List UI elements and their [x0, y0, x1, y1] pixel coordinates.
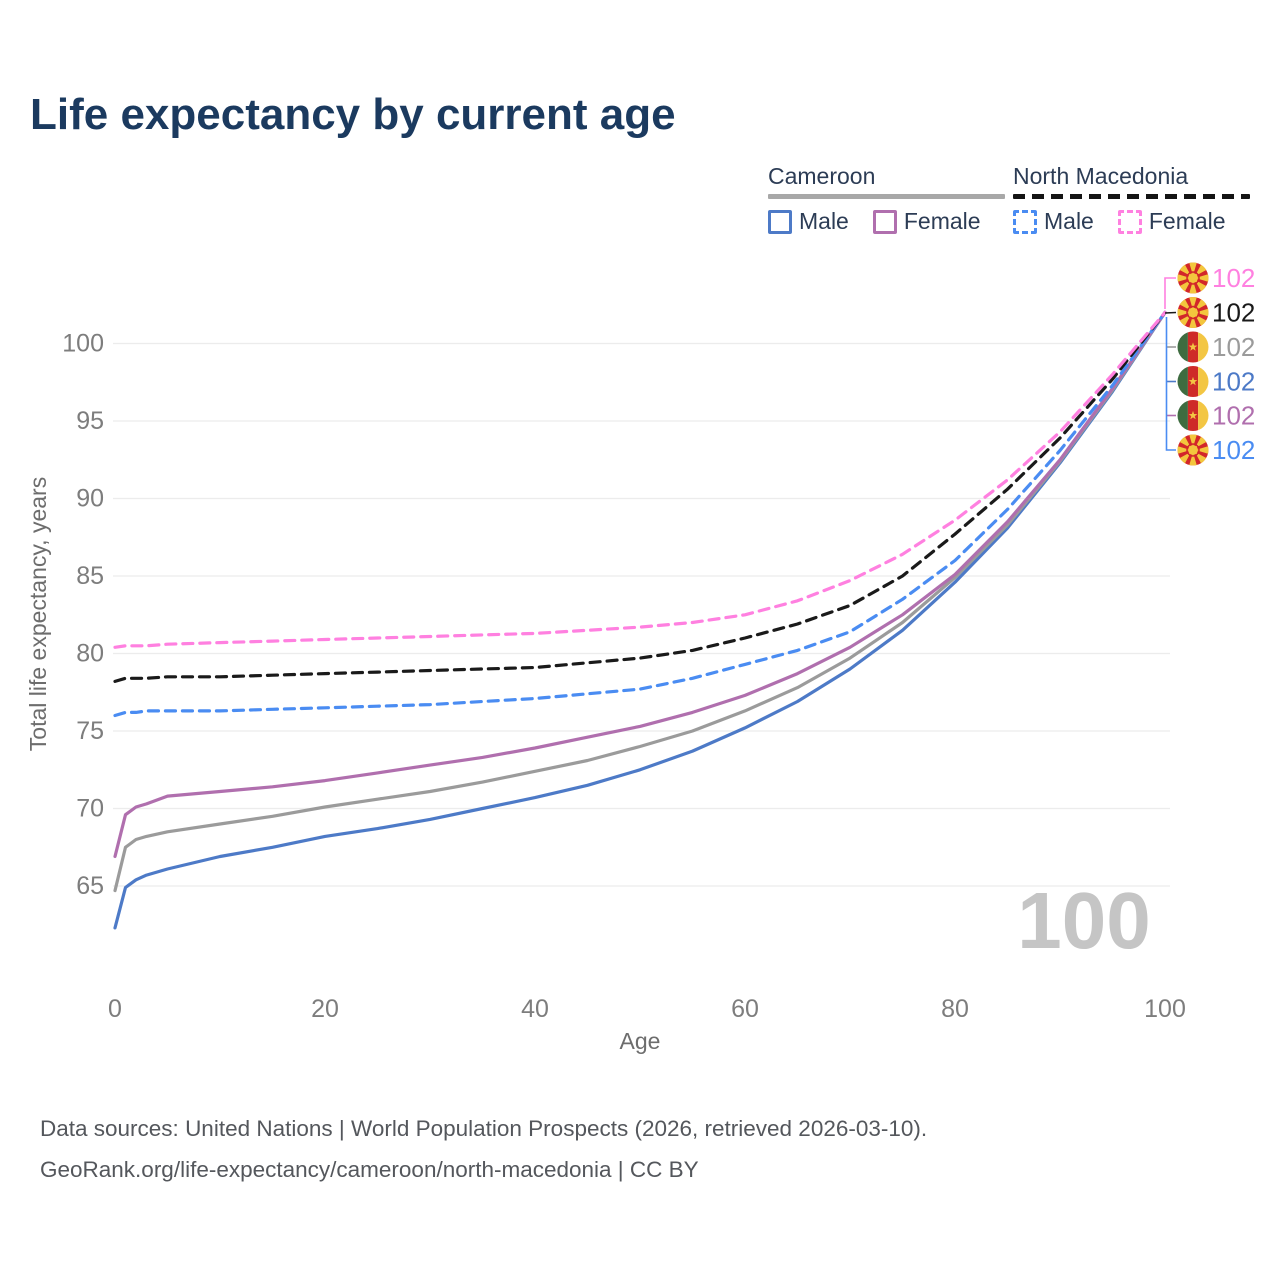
- flag-icon-north-macedonia: [1177, 434, 1209, 466]
- y-tick-label: 85: [76, 562, 104, 590]
- end-label-value-north-macedonia-female: 102: [1212, 263, 1255, 293]
- x-tick-label: 40: [521, 995, 549, 1023]
- dashed-line-swatch-icon: [1013, 209, 1037, 234]
- legend-group-cameroon: Cameroon Male Female: [768, 163, 1005, 235]
- x-tick-label: 100: [1144, 995, 1186, 1023]
- end-label-value-north-macedonia-male: 102: [1212, 435, 1255, 465]
- flag-icon-cameroon: [1178, 332, 1209, 363]
- leader-line-north-macedonia-female: [1164, 277, 1176, 309]
- page-title: Life expectancy by current age: [30, 90, 676, 139]
- y-tick-label: 65: [76, 872, 104, 900]
- plot-hover-area[interactable]: [115, 295, 1165, 990]
- legend-item-label: Male: [1044, 208, 1094, 234]
- x-tick-label: 60: [731, 995, 759, 1023]
- attribution-line: GeoRank.org/life-expectancy/cameroon/nor…: [40, 1157, 699, 1182]
- y-tick-label: 75: [76, 717, 104, 745]
- leader-line-north-macedonia-male: [1165, 317, 1176, 451]
- solid-line-swatch-icon: [768, 209, 792, 234]
- series-line-cameroon-male: [113, 310, 1167, 930]
- flag-icon-cameroon: [1178, 366, 1209, 397]
- series-line-cameroon-female: [113, 310, 1167, 859]
- legend-item-label: Female: [903, 208, 981, 234]
- legend-group-title: North Macedonia: [1013, 163, 1189, 189]
- legend-group-title: Cameroon: [768, 163, 876, 189]
- legend-group-north-macedonia: North Macedonia Male Female: [1013, 163, 1250, 235]
- series-line-north-macedonia-female: [113, 310, 1167, 649]
- y-tick-label: 80: [76, 640, 104, 668]
- series-line-north-macedonia-male: [113, 310, 1167, 718]
- legend-item-label: Female: [1148, 208, 1226, 234]
- series-line-north-macedonia-both-sexes: [113, 310, 1167, 683]
- x-axis-title: Age: [620, 1028, 661, 1054]
- y-tick-label: 95: [76, 407, 104, 435]
- x-tick-label: 80: [941, 995, 969, 1023]
- series-line-cameroon-both-sexes: [113, 310, 1167, 893]
- x-tick-label: 20: [311, 995, 339, 1023]
- y-axis-title: Total life expectancy, years: [25, 477, 51, 751]
- leader-line-north-macedonia-both-sexes: [1164, 311, 1177, 314]
- y-tick-label: 100: [62, 330, 104, 358]
- dashed-line-swatch-icon: [1117, 209, 1142, 234]
- legend-item-cameroon-female[interactable]: Female: [872, 208, 981, 235]
- legend-item-label: Male: [799, 208, 849, 234]
- legend-dashed-underline: [1013, 194, 1250, 199]
- y-tick-label: 90: [76, 485, 104, 513]
- end-label-value-cameroon-both-sexes: 102: [1212, 332, 1255, 362]
- legend-item-cameroon-male[interactable]: Male: [768, 208, 849, 235]
- flag-icon-north-macedonia: [1177, 297, 1209, 329]
- footer: Data sources: United Nations | World Pop…: [40, 1108, 927, 1190]
- solid-line-swatch-icon: [872, 209, 897, 234]
- hover-age-watermark: 100: [1017, 876, 1150, 965]
- legend-item-north-macedonia-female[interactable]: Female: [1117, 208, 1226, 235]
- end-label-value-cameroon-female: 102: [1212, 401, 1255, 431]
- end-label-value-cameroon-male: 102: [1212, 367, 1255, 397]
- data-source-line: Data sources: United Nations | World Pop…: [40, 1116, 928, 1141]
- x-tick-label: 0: [108, 995, 122, 1023]
- flag-icon-north-macedonia: [1177, 262, 1209, 294]
- flag-icon-cameroon: [1178, 400, 1209, 431]
- legend-item-north-macedonia-male[interactable]: Male: [1013, 208, 1094, 235]
- y-tick-label: 70: [76, 795, 104, 823]
- end-label-value-north-macedonia-both-sexes: 102: [1212, 298, 1255, 328]
- legend-solid-underline: [768, 194, 1005, 199]
